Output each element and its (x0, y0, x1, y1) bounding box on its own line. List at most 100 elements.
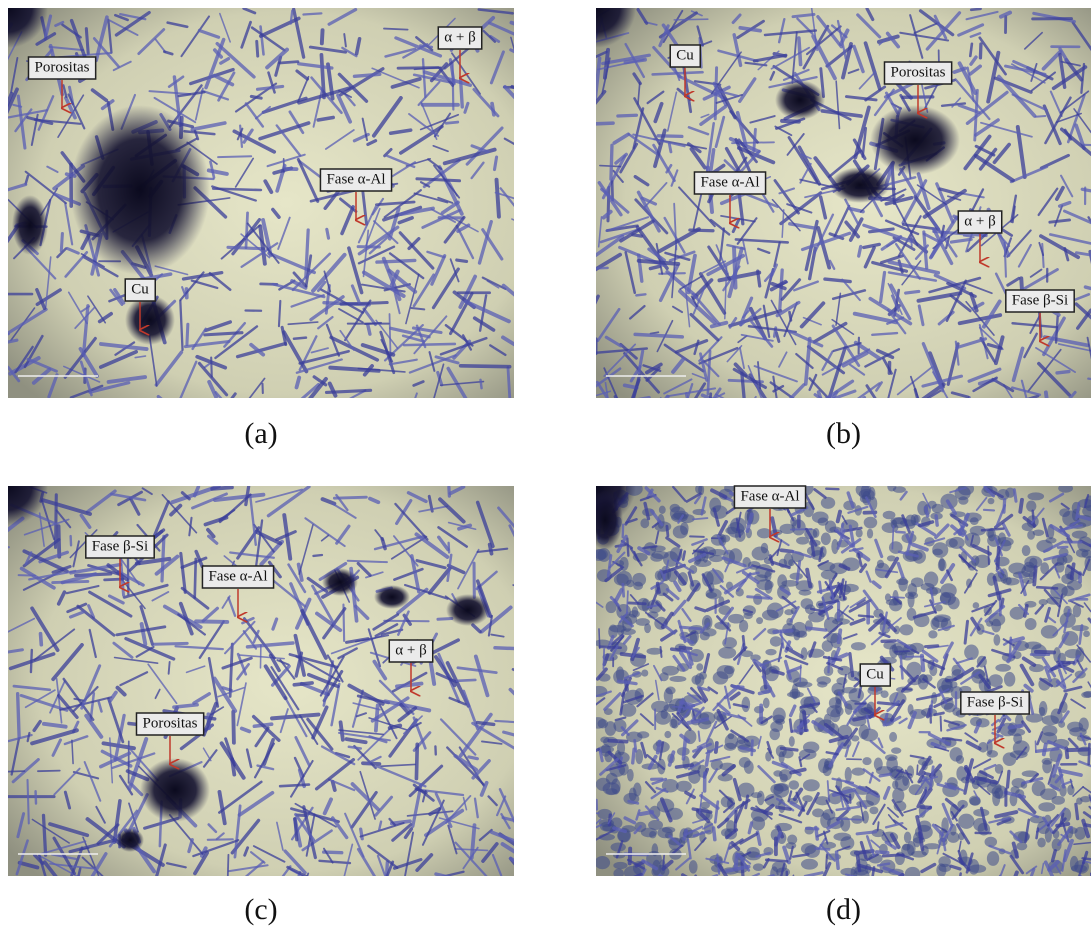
texture (753, 594, 762, 605)
texture (769, 728, 779, 740)
texture (196, 621, 227, 622)
texture (627, 538, 628, 555)
texture (497, 180, 499, 217)
label-text: Fase α-Al (208, 568, 267, 584)
texture (893, 486, 906, 493)
texture (368, 325, 370, 335)
texture (1051, 796, 1065, 805)
micrograph (556, 446, 1091, 892)
texture (917, 765, 918, 774)
texture (660, 876, 678, 888)
texture (43, 815, 45, 855)
texture (706, 592, 717, 598)
texture (1057, 372, 1069, 373)
texture (718, 647, 736, 659)
texture (1008, 563, 1026, 575)
texture (862, 757, 871, 765)
texture (813, 528, 820, 538)
texture (883, 875, 902, 887)
texture (208, 839, 233, 840)
texture (892, 526, 893, 549)
label-text: Cu (866, 666, 884, 682)
texture (298, 873, 308, 902)
texture (947, 679, 956, 680)
porosity (587, 490, 623, 550)
texture (658, 742, 660, 753)
texture (980, 44, 981, 58)
texture (858, 856, 860, 871)
texture (417, 179, 460, 181)
texture (724, 665, 735, 674)
texture (839, 630, 841, 642)
texture (606, 397, 649, 405)
texture (613, 862, 627, 869)
texture (799, 590, 812, 596)
texture (636, 618, 650, 626)
caption: (d) (826, 893, 861, 926)
texture (713, 671, 728, 684)
texture (576, 296, 598, 343)
texture (1058, 547, 1067, 548)
texture (169, 662, 170, 674)
texture (900, 624, 914, 635)
texture (877, 560, 884, 569)
texture (1037, 587, 1057, 588)
texture (760, 691, 769, 693)
texture (637, 731, 649, 738)
texture (869, 806, 878, 814)
label-text: α + β (444, 29, 475, 45)
texture (880, 774, 890, 776)
texture (724, 483, 735, 492)
texture (673, 707, 684, 708)
texture (965, 398, 970, 450)
texture (1067, 722, 1083, 733)
texture (511, 23, 532, 30)
texture (935, 713, 944, 715)
texture (851, 867, 858, 880)
texture (1007, 771, 1008, 787)
texture (218, 156, 251, 157)
porosity (322, 568, 358, 596)
texture (898, 577, 908, 592)
texture (669, 144, 671, 152)
texture (781, 748, 797, 750)
texture (595, 856, 610, 869)
texture (566, 123, 613, 125)
texture (303, 13, 321, 14)
texture (1036, 652, 1054, 653)
texture (404, 344, 455, 345)
porosity (116, 828, 144, 852)
texture (609, 741, 626, 742)
texture (696, 876, 702, 887)
texture (757, 791, 765, 806)
texture (599, 629, 600, 648)
texture (787, 835, 797, 845)
texture (789, 312, 790, 320)
micrograph-panel: CuPorositasFase α-Alα + βFase β-Si(b) (556, 0, 1091, 450)
texture (61, 233, 62, 250)
texture (774, 783, 789, 792)
texture (743, 397, 755, 416)
texture (728, 614, 744, 624)
texture (633, 235, 642, 236)
texture (654, 397, 668, 415)
texture (807, 628, 825, 630)
texture (924, 571, 938, 587)
micrograph (0, 446, 543, 918)
texture (971, 9, 980, 10)
micrograph-background (8, 486, 514, 876)
texture (1003, 752, 1017, 766)
label-text: Porositas (890, 64, 945, 80)
texture (1034, 567, 1035, 584)
texture (348, 561, 387, 562)
texture (987, 851, 999, 866)
texture (294, 683, 312, 685)
texture (636, 294, 645, 295)
texture (889, 732, 897, 742)
texture (603, 782, 620, 795)
texture (752, 741, 753, 755)
texture (294, 338, 306, 339)
texture (905, 867, 921, 881)
texture (901, 657, 903, 679)
texture (735, 811, 736, 830)
